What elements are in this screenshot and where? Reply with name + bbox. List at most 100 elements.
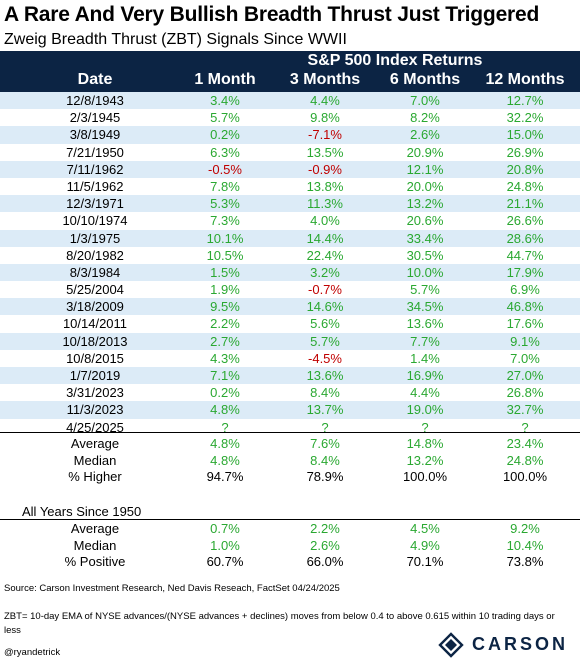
cell-6-months: 7.0% — [410, 93, 440, 108]
cell-12-months: 26.9% — [506, 144, 544, 160]
summary-row: Average 4.8% 7.6% 14.8% 23.4% — [0, 436, 580, 452]
cell-1-month: 5.7% — [210, 110, 240, 126]
cell-date: 10/14/2011 — [62, 316, 128, 332]
table-row: 10/10/1974 7.3% 4.0% 20.6% 26.6% — [0, 212, 580, 229]
cell-3-months: 13.6% — [306, 368, 344, 383]
cell-1-month: 0.2% — [210, 127, 240, 143]
cell-6-months: 4.9% — [410, 537, 440, 553]
cell-6-months: 19.0% — [406, 402, 444, 418]
cell-3-months: 9.8% — [310, 110, 340, 126]
cell-3-months: 2.6% — [310, 537, 340, 553]
cell-12-months: 32.2% — [506, 110, 544, 126]
table-row: 3/8/1949 0.2% -7.1% 2.6% 15.0% — [0, 126, 580, 144]
cell-6-months: 16.9% — [406, 368, 444, 383]
column-header-1-month: 1 Month — [194, 71, 256, 88]
cell-3-months: 13.5% — [306, 144, 344, 160]
cell-1-month: 0.2% — [210, 385, 240, 401]
cell-6-months: 33.4% — [406, 230, 444, 246]
cell-date: 5/25/2004 — [66, 282, 124, 298]
summary-row: % Positive 60.7% 66.0% 70.1% 73.8% — [0, 554, 580, 570]
cell-12-months: 9.2% — [510, 521, 540, 536]
summary-row: Median 1.0% 2.6% 4.9% 10.4% — [0, 538, 580, 554]
cell-3-months: 7.6% — [310, 436, 340, 451]
cell-1-month: 7.1% — [210, 368, 240, 383]
cell-12-months: 28.6% — [506, 230, 544, 246]
cell-3-months: 8.4% — [310, 385, 340, 401]
cell-date: 10/8/2015 — [66, 350, 124, 366]
cell-12-months: 24.8% — [506, 452, 544, 468]
carson-logo: CARSON — [438, 632, 578, 658]
cell-date: 8/20/1982 — [66, 247, 124, 263]
cell-1-month: 2.7% — [210, 333, 240, 349]
cell-1-month: 9.5% — [210, 299, 240, 315]
cell-3-months: 5.6% — [310, 316, 340, 332]
author-handle: @ryandetrick — [4, 647, 61, 658]
cell-12-months: 32.7% — [506, 402, 544, 418]
table-row: 7/21/1950 6.3% 13.5% 20.9% 26.9% — [0, 144, 580, 161]
cell-date: 10/10/1974 — [62, 213, 128, 229]
cell-12-months: 24.8% — [506, 178, 544, 194]
cell-date: Median — [73, 537, 117, 553]
cell-3-months: -4.5% — [308, 350, 342, 366]
cell-12-months: 15.0% — [506, 127, 544, 143]
cell-1-month: 0.7% — [210, 521, 240, 536]
cell-12-months: 46.8% — [506, 299, 544, 315]
table-row: 3/31/2023 0.2% 8.4% 4.4% 26.8% — [0, 384, 580, 401]
cell-3-months: 13.8% — [306, 178, 344, 194]
cell-1-month: 1.0% — [210, 537, 240, 553]
cell-3-months: 13.7% — [306, 402, 344, 418]
table-row: 4/25/2025???? — [0, 419, 580, 436]
cell-6-months: 10.0% — [406, 264, 444, 280]
table-row: 11/5/1962 7.8% 13.8% 20.0% 24.8% — [0, 178, 580, 195]
cell-3-months: 22.4% — [306, 247, 344, 263]
cell-1-month: 94.7% — [206, 469, 244, 484]
cell-12-months: ? — [521, 419, 529, 435]
cell-3-months: 5.7% — [310, 333, 340, 349]
cell-1-month: 4.8% — [210, 402, 240, 418]
cell-12-months: 12.7% — [506, 93, 544, 108]
cell-6-months: 4.5% — [410, 521, 440, 536]
table-row: 2/3/1945 5.7% 9.8% 8.2% 32.2% — [0, 109, 580, 126]
cell-1-month: 7.3% — [210, 213, 240, 229]
cell-6-months: 20.9% — [406, 144, 444, 160]
cell-6-months: 1.4% — [410, 350, 440, 366]
table-row: 1/3/1975 10.1% 14.4% 33.4% 28.6% — [0, 229, 580, 247]
page-subtitle: Zweig Breadth Thrust (ZBT) Signals Since… — [4, 31, 347, 48]
table-row: 10/18/2013 2.7% 5.7% 7.7% 9.1% — [0, 332, 580, 350]
table-row: 10/14/2011 2.2% 5.6% 13.6% 17.6% — [0, 315, 580, 332]
cell-3-months: 78.9% — [306, 469, 344, 484]
cell-1-month: 4.3% — [210, 350, 240, 366]
cell-date: Average — [70, 521, 120, 536]
table-row: 7/11/1962 -0.5% -0.9% 12.1% 20.8% — [0, 160, 580, 178]
cell-12-months: 23.4% — [506, 436, 544, 451]
signal-rows: 12/8/1943 3.4% 4.4% 7.0% 12.7% 2/3/1945 5.7% 9.… — [0, 92, 580, 436]
cell-12-months: 7.0% — [510, 350, 540, 366]
separator-line-2 — [0, 519, 580, 520]
cell-date: 1/3/1975 — [69, 230, 121, 246]
cell-3-months: 66.0% — [306, 554, 344, 569]
table-row: 8/3/1984 1.5% 3.2% 10.0% 17.9% — [0, 263, 580, 282]
cell-12-months: 20.8% — [506, 161, 544, 177]
table-row: 5/25/2004 1.9% -0.7% 5.7% 6.9% — [0, 281, 580, 298]
cell-1-month: 2.2% — [210, 316, 240, 332]
cell-date: 11/5/1962 — [66, 178, 124, 194]
cell-6-months: 8.2% — [410, 110, 440, 126]
cell-6-months: 5.7% — [410, 282, 440, 298]
cell-6-months: 70.1% — [406, 554, 444, 569]
column-header-12-months: 12 Months — [485, 71, 565, 88]
cell-3-months: 8.4% — [310, 452, 340, 468]
cell-3-months: -0.7% — [308, 282, 342, 298]
cell-date: 8/3/1984 — [69, 264, 121, 280]
cell-12-months: 17.6% — [506, 316, 544, 332]
group-header: S&P 500 Index Returns — [307, 52, 483, 69]
table-row: 11/3/2023 4.8% 13.7% 19.0% 32.7% — [0, 401, 580, 419]
cell-6-months: 20.6% — [406, 213, 444, 229]
cell-3-months: ? — [321, 419, 329, 435]
cell-3-months: 14.6% — [306, 299, 344, 315]
cell-3-months: -0.9% — [308, 161, 342, 177]
zbt-definition: ZBT= 10-day EMA of NYSE advances/(NYSE a… — [4, 611, 555, 636]
cell-date: 3/8/1949 — [69, 127, 121, 143]
cell-date: 12/3/1971 — [66, 196, 124, 212]
cell-6-months: 20.0% — [406, 178, 444, 194]
cell-1-month: 4.8% — [210, 436, 240, 451]
